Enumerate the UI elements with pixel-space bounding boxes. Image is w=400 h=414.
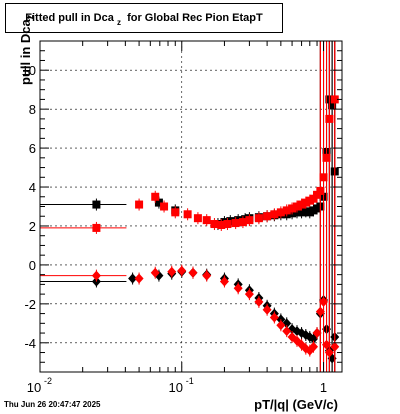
data-point	[315, 306, 325, 317]
data-point	[262, 304, 272, 315]
data-point	[309, 341, 319, 352]
data-point	[254, 214, 263, 223]
series-group	[40, 41, 340, 372]
data-point	[167, 266, 177, 277]
x-tick-exponent: -2	[44, 376, 52, 386]
data-point	[276, 208, 285, 217]
data-point	[92, 200, 101, 209]
timestamp: Thu Jun 26 20:47:47 2025	[4, 400, 101, 409]
data-point	[183, 210, 192, 219]
data-point	[160, 202, 169, 211]
data-point	[276, 320, 286, 331]
x-tick-label: 10	[169, 380, 183, 395]
x-tick-label: 10	[27, 380, 41, 395]
y-tick-label: 6	[29, 141, 36, 156]
y-tick-label: -2	[24, 297, 36, 312]
y-tick-label: 0	[29, 258, 36, 273]
data-point	[154, 198, 163, 207]
data-point	[245, 216, 254, 225]
data-point	[270, 210, 279, 219]
x-tick-exponent: -1	[186, 376, 194, 386]
x-axis-label: pT/|q| (GeV/c)	[254, 397, 338, 412]
y-tick-label: 2	[29, 219, 36, 234]
x-tick-label: 1	[320, 380, 327, 395]
y-tick-label: 4	[29, 180, 36, 195]
data-point	[263, 212, 272, 221]
y-tick-label: -4	[24, 336, 36, 351]
data-point	[233, 283, 243, 294]
data-point	[171, 208, 180, 217]
data-point	[210, 220, 219, 229]
y-tick-label: 8	[29, 102, 36, 117]
data-point	[202, 270, 212, 281]
data-point	[177, 265, 187, 276]
data-point	[282, 326, 292, 337]
data-point	[135, 200, 144, 209]
data-point	[297, 208, 306, 217]
data-point	[297, 200, 306, 209]
data-point	[91, 270, 101, 281]
data-point	[319, 296, 329, 307]
y-axis-label: pull in Dcaz	[18, 14, 35, 85]
y-tick-label: 10	[22, 63, 36, 78]
data-point	[219, 276, 229, 287]
data-point	[269, 312, 279, 323]
data-point	[92, 223, 101, 232]
data-point	[238, 218, 247, 227]
data-point	[288, 204, 297, 213]
data-point	[324, 347, 334, 358]
data-point	[330, 341, 340, 352]
data-point	[293, 202, 302, 211]
title-box: Fitted pull in Dca z for Global Rec Pion…	[5, 3, 283, 33]
data-point	[217, 220, 226, 229]
chart-title: Fitted pull in Dca z for Global Rec Pion…	[25, 12, 263, 27]
data-point	[134, 273, 144, 284]
data-point	[223, 220, 232, 229]
data-point	[150, 267, 160, 278]
data-point	[282, 206, 291, 215]
data-point	[312, 328, 322, 339]
data-point	[254, 296, 264, 307]
data-point	[202, 216, 211, 225]
data-point	[231, 219, 240, 228]
data-point	[193, 214, 202, 223]
series-group	[40, 41, 339, 372]
data-point	[244, 289, 254, 300]
data-point	[128, 273, 138, 284]
data-point	[151, 192, 160, 201]
data-point	[322, 339, 332, 350]
data-point	[188, 267, 198, 278]
